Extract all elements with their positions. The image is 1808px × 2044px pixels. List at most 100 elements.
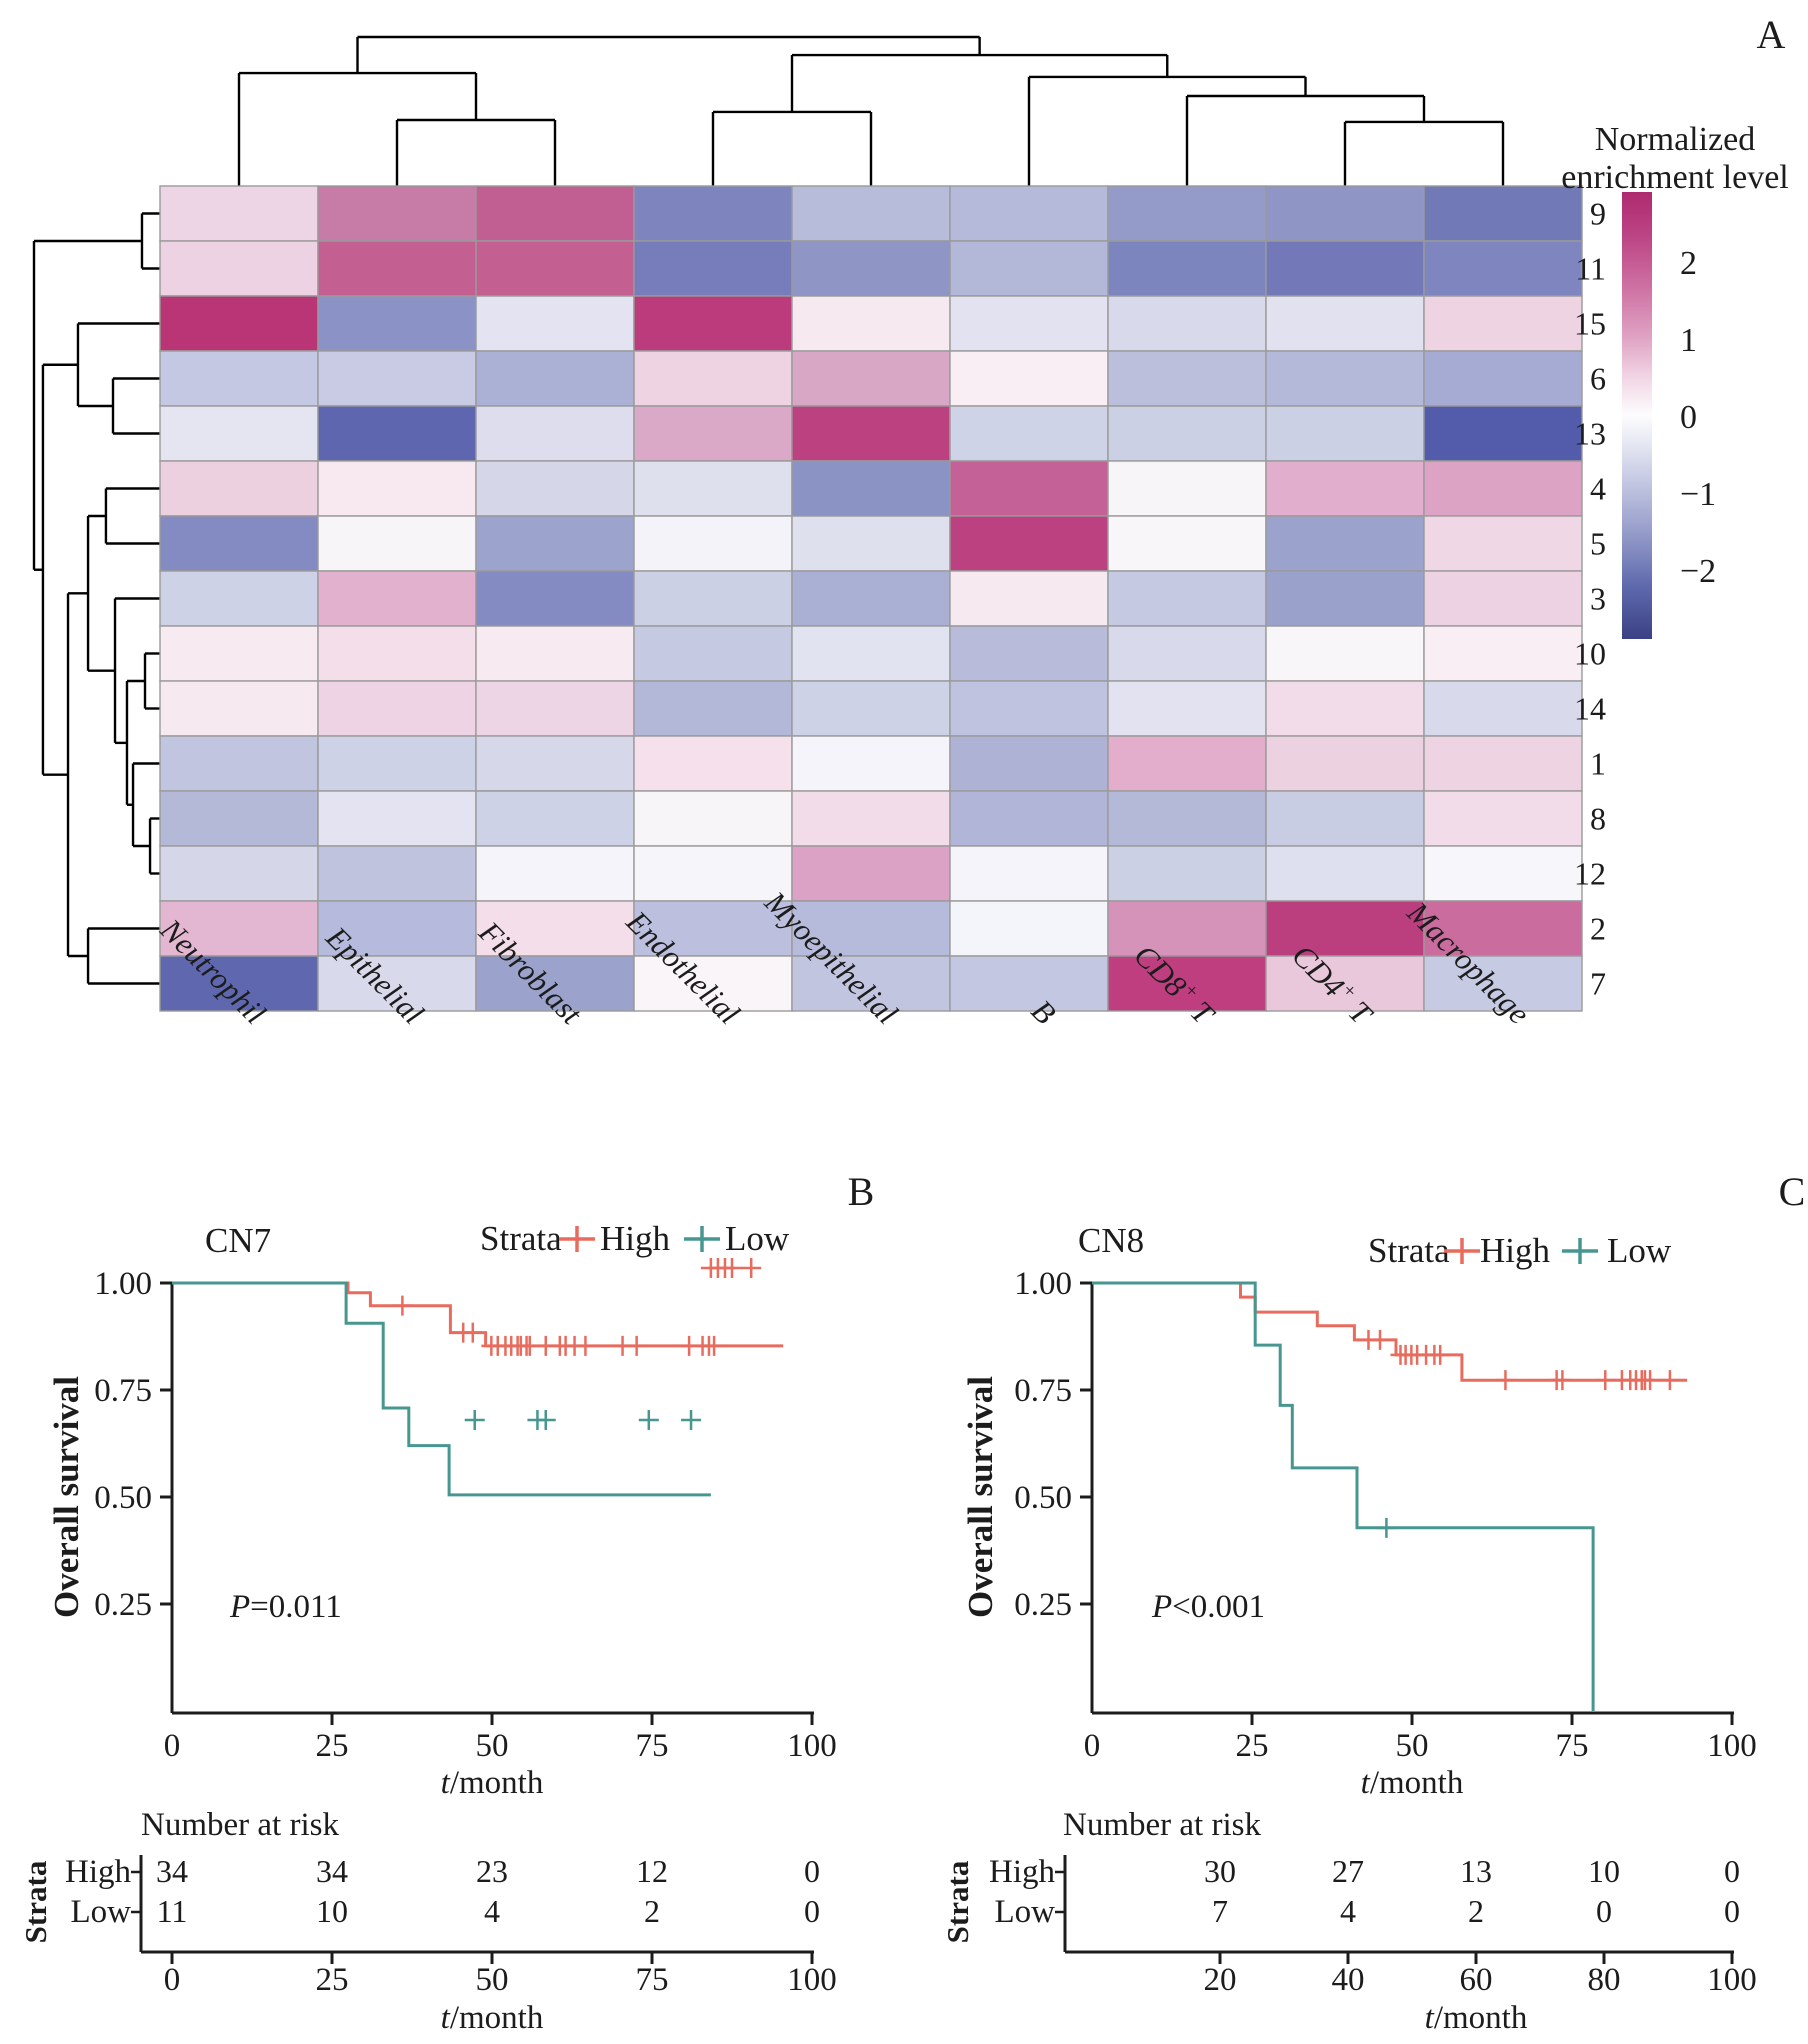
heatmap-cell [633, 350, 793, 407]
heatmap-row-label: 9 [1590, 196, 1606, 232]
heatmap-cell [1423, 680, 1583, 737]
heatmap-cell [791, 460, 951, 517]
heatmap-cell [791, 405, 951, 462]
legend-strata-label: Strata [480, 1219, 562, 1258]
heatmap-cell [633, 460, 793, 517]
heatmap-cell [1265, 955, 1425, 1012]
panel-a-letter: A [1757, 12, 1786, 57]
x-tick-label: 25 [316, 1728, 349, 1764]
heatmap-cell [159, 790, 319, 847]
censor-mark [1552, 1370, 1573, 1391]
heatmap-row-label: 6 [1590, 361, 1606, 397]
risk-count: 2 [644, 1893, 660, 1929]
heatmap-cell [1423, 790, 1583, 847]
heatmap-cell [1423, 625, 1583, 682]
risk-x-axis-title: t/month [441, 2000, 544, 2036]
heatmap-cell [949, 680, 1109, 737]
y-tick-label: 0.75 [1014, 1373, 1072, 1409]
heatmap-cell [317, 460, 477, 517]
heatmap-cell [475, 515, 635, 572]
heatmap-cell [791, 570, 951, 627]
risk-strata-label: Strata [18, 1860, 53, 1943]
risk-x-tick-label: 75 [636, 1962, 669, 1998]
heatmap-row-label: 12 [1574, 856, 1606, 892]
risk-count: 34 [316, 1853, 348, 1889]
censor-mark [1659, 1370, 1680, 1391]
heatmap-cell [159, 185, 319, 242]
legend-low-label: Low [725, 1219, 790, 1258]
censor-mark [1370, 1329, 1390, 1350]
censor-mark [722, 1258, 742, 1279]
heatmap-row-label: 14 [1574, 691, 1606, 727]
heatmap-cell [949, 515, 1109, 572]
heatmap-cell [475, 845, 635, 902]
heatmap-cell [1265, 570, 1425, 627]
censor-mark [681, 1409, 702, 1430]
heatmap-cell [633, 405, 793, 462]
plot-title: CN7 [205, 1221, 271, 1260]
heatmap-cell [475, 350, 635, 407]
x-tick-label: 100 [1707, 1728, 1757, 1764]
heatmap-cell [159, 735, 319, 792]
heatmap-cell [791, 515, 951, 572]
heatmap-cell [949, 460, 1109, 517]
heatmap-cell [633, 240, 793, 297]
heatmap-cell [949, 955, 1109, 1012]
risk-count: 7 [1212, 1893, 1228, 1929]
heatmap-cell [1107, 845, 1267, 902]
colorbar-gradient [1622, 192, 1652, 639]
heatmap-cell [1107, 790, 1267, 847]
heatmap-cell [1107, 405, 1267, 462]
heatmap-cell [633, 845, 793, 902]
heatmap-cell [1107, 460, 1267, 517]
heatmap-cell [475, 570, 635, 627]
x-tick-label: 50 [1396, 1728, 1429, 1764]
heatmap-cell [317, 350, 477, 407]
heatmap-cell [949, 405, 1109, 462]
colorbar-title-line2: enrichment level [1561, 159, 1789, 196]
heatmap-cell [1265, 350, 1425, 407]
censor-mark [704, 1335, 725, 1356]
risk-count: 4 [1340, 1893, 1356, 1929]
heatmap-cell [159, 845, 319, 902]
column-dendrogram [237, 35, 1505, 186]
panel-letter: C [1779, 1169, 1806, 1214]
heatmap-cell [159, 570, 319, 627]
heatmap-cell [475, 295, 635, 352]
heatmap-cell [317, 515, 477, 572]
risk-x-tick-label: 40 [1332, 1962, 1365, 1998]
risk-count: 0 [1724, 1893, 1740, 1929]
risk-count: 23 [476, 1853, 508, 1889]
heatmap-cell [317, 680, 477, 737]
heatmap-cell [1423, 845, 1583, 902]
heatmap-cell [1423, 735, 1583, 792]
risk-count: 12 [636, 1853, 668, 1889]
heatmap-cell [949, 570, 1109, 627]
heatmap-row-label: 13 [1574, 416, 1606, 452]
censor-mark [626, 1335, 647, 1356]
heatmap-cell [159, 405, 319, 462]
heatmap-row-label: 15 [1574, 306, 1606, 342]
heatmap-cell [317, 570, 477, 627]
heatmap-cell [1107, 680, 1267, 737]
heatmap-cell [317, 405, 477, 462]
heatmap-cell [949, 240, 1109, 297]
heatmap-cell [1265, 295, 1425, 352]
heatmap-row-label: 2 [1590, 911, 1606, 947]
heatmap-cell [949, 295, 1109, 352]
heatmap-cell [791, 955, 951, 1012]
y-tick-label: 1.00 [1014, 1266, 1072, 1302]
x-tick-label: 50 [476, 1728, 509, 1764]
heatmap-cell [1265, 625, 1425, 682]
censor-mark [1495, 1370, 1516, 1391]
p-value: P<0.001 [1151, 1589, 1265, 1625]
heatmap-cell [633, 735, 793, 792]
risk-count: 10 [1588, 1853, 1620, 1889]
heatmap-cell [1423, 460, 1583, 517]
risk-count: 11 [157, 1893, 188, 1929]
censor-mark [741, 1258, 762, 1279]
risk-x-tick-label: 80 [1588, 1962, 1621, 1998]
heatmap-cell [317, 240, 477, 297]
heatmap-cell [1423, 295, 1583, 352]
